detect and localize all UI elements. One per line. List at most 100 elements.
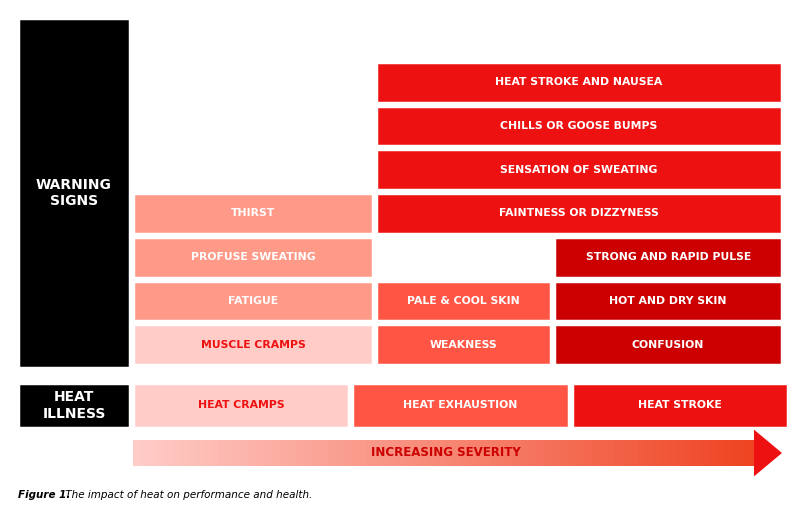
Text: WEAKNESS: WEAKNESS [430,339,498,349]
FancyBboxPatch shape [352,383,569,428]
Bar [203,440,211,466]
Bar [397,440,405,466]
FancyBboxPatch shape [376,193,782,234]
Bar [179,440,188,466]
Bar [684,440,693,466]
Text: FAINTNESS OR DIZZYNESS: FAINTNESS OR DIZZYNESS [499,208,659,218]
FancyBboxPatch shape [18,383,130,428]
Bar [405,440,413,466]
Bar [156,440,165,466]
Bar [319,440,327,466]
Bar [296,440,304,466]
Bar [327,440,335,466]
Bar [451,440,459,466]
Bar [746,440,754,466]
Text: HEAT CRAMPS: HEAT CRAMPS [198,401,285,411]
Bar [638,440,646,466]
FancyBboxPatch shape [133,324,373,365]
Bar [374,440,382,466]
Bar [738,440,746,466]
FancyBboxPatch shape [554,280,782,321]
Text: MUSCLE CRAMPS: MUSCLE CRAMPS [201,339,306,349]
Bar [350,440,358,466]
FancyBboxPatch shape [376,280,551,321]
Bar [195,440,203,466]
Bar [676,440,685,466]
Bar [265,440,274,466]
Bar [250,440,258,466]
FancyBboxPatch shape [376,324,551,365]
Text: HEAT STROKE: HEAT STROKE [638,401,722,411]
Bar [459,440,467,466]
Bar [436,440,444,466]
Bar [366,440,374,466]
Bar [273,440,281,466]
Text: CHILLS OR GOOSE BUMPS: CHILLS OR GOOSE BUMPS [501,121,658,131]
Bar [187,440,195,466]
FancyBboxPatch shape [133,280,373,321]
Bar [730,440,739,466]
Text: THIRST: THIRST [231,208,275,218]
Bar [506,440,514,466]
Bar [583,440,591,466]
FancyBboxPatch shape [554,237,782,278]
FancyBboxPatch shape [18,18,130,368]
Bar [218,440,226,466]
Bar [234,440,242,466]
Bar [598,440,607,466]
Bar [141,440,149,466]
Bar [545,440,553,466]
Bar [630,440,638,466]
Bar [281,440,289,466]
Bar [210,440,219,466]
Bar [700,440,708,466]
Bar [474,440,483,466]
Bar [490,440,498,466]
Text: Figure 1.: Figure 1. [18,490,70,500]
Bar [311,440,320,466]
Text: CONFUSION: CONFUSION [632,339,704,349]
Polygon shape [754,430,782,476]
Text: FATIGUE: FATIGUE [228,296,278,306]
Bar [606,440,614,466]
Bar [428,440,436,466]
FancyBboxPatch shape [554,324,782,365]
Bar [646,440,654,466]
FancyBboxPatch shape [376,62,782,102]
Bar [335,440,343,466]
Text: HEAT
ILLNESS: HEAT ILLNESS [42,391,106,421]
Bar [568,440,576,466]
Text: INCREASING SEVERITY: INCREASING SEVERITY [370,446,520,460]
Bar [591,440,599,466]
Bar [560,440,568,466]
Bar [304,440,312,466]
Text: PROFUSE SWEATING: PROFUSE SWEATING [190,252,315,262]
Text: WARNING
SIGNS: WARNING SIGNS [36,178,112,208]
Bar [413,440,421,466]
Bar [466,440,475,466]
Bar [482,440,490,466]
Text: STRONG AND RAPID PULSE: STRONG AND RAPID PULSE [586,252,751,262]
Bar [226,440,234,466]
Bar [172,440,180,466]
Bar [575,440,584,466]
Text: HEAT STROKE AND NAUSEA: HEAT STROKE AND NAUSEA [495,77,662,87]
Bar [358,440,366,466]
FancyBboxPatch shape [133,383,350,428]
FancyBboxPatch shape [133,237,373,278]
Bar [258,440,266,466]
Bar [443,440,452,466]
Bar [537,440,545,466]
FancyBboxPatch shape [376,105,782,147]
Text: HEAT EXHAUSTION: HEAT EXHAUSTION [403,401,518,411]
Bar [521,440,530,466]
Bar [382,440,390,466]
Bar [288,440,297,466]
Bar [653,440,662,466]
Bar [692,440,700,466]
Bar [614,440,622,466]
Text: HOT AND DRY SKIN: HOT AND DRY SKIN [610,296,727,306]
Bar [242,440,250,466]
FancyBboxPatch shape [376,149,782,190]
Bar [514,440,522,466]
